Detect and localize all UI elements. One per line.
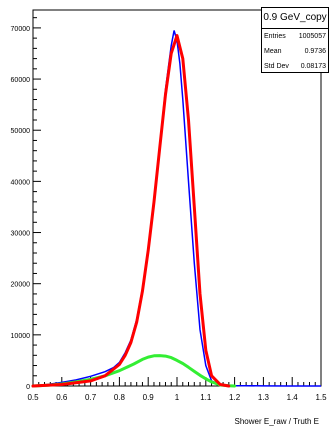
- y-tick-label: 40000: [11, 179, 31, 186]
- x-tick-label: 1.4: [287, 393, 299, 402]
- y-axis: 0 10000 20000 30000 40000 50000 60000 70000: [11, 17, 41, 391]
- y-tick-label: 10000: [11, 333, 31, 340]
- x-tick-label: 1.1: [200, 393, 212, 402]
- stats-mean-value: 0.9736: [304, 48, 326, 55]
- x-tick-label: 0.8: [114, 393, 126, 402]
- histogram-line: [32, 30, 321, 387]
- stats-std-value: 0.08173: [300, 63, 326, 70]
- y-tick-label: 50000: [11, 128, 31, 135]
- total-fit-curve: [31, 34, 231, 388]
- y-tick-label: 30000: [11, 231, 31, 238]
- stats-box: 0.9 GeV_copy Entries 1005057 Mean 0.9736…: [261, 7, 329, 73]
- x-tick-label: 1: [175, 393, 180, 402]
- stats-std-label: Std Dev: [264, 63, 289, 70]
- stats-entries-value: 1005057: [298, 33, 326, 40]
- plot-series: [31, 30, 321, 388]
- stats-entries-label: Entries: [264, 33, 286, 40]
- stats-std-row: Std Dev 0.08173: [262, 59, 328, 74]
- x-tick-label: 1.2: [229, 393, 241, 402]
- y-tick-label: 20000: [11, 282, 31, 289]
- y-tick-label: 70000: [11, 26, 31, 33]
- stats-mean-label: Mean: [264, 48, 282, 55]
- x-tick-label: 0.5: [27, 393, 39, 402]
- x-tick-label: 1.5: [315, 393, 327, 402]
- stats-title: 0.9 GeV_copy: [262, 8, 328, 29]
- y-tick-label: 60000: [11, 77, 31, 84]
- x-tick-label: 0.6: [56, 393, 68, 402]
- stats-entries-row: Entries 1005057: [262, 29, 328, 44]
- y-tick-label: 0: [26, 384, 30, 391]
- stats-mean-row: Mean 0.9736: [262, 44, 328, 59]
- x-axis-label: Shower E_raw / Truth E: [234, 417, 319, 426]
- x-tick-label: 0.7: [85, 393, 97, 402]
- x-tick-label: 1.3: [258, 393, 270, 402]
- x-tick-label: 0.9: [143, 393, 155, 402]
